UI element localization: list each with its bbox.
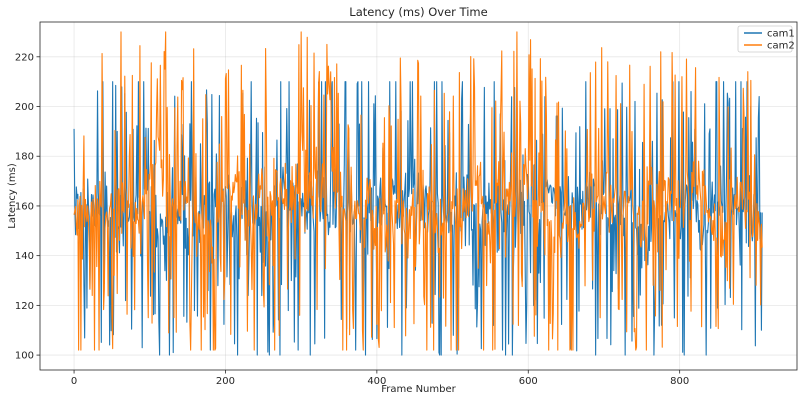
x-tick-label: 800	[670, 376, 689, 387]
y-tick-label: 160	[15, 201, 34, 212]
y-tick-label: 120	[15, 301, 34, 312]
x-tick-label: 600	[519, 376, 538, 387]
y-tick-label: 220	[15, 52, 34, 63]
legend-label-cam2: cam2	[767, 41, 795, 52]
y-tick-label: 200	[15, 102, 34, 113]
x-tick-label: 200	[216, 376, 235, 387]
y-tick-label: 100	[15, 351, 34, 362]
legend: cam1 cam2	[737, 25, 795, 53]
x-tick-label: 0	[71, 376, 77, 387]
y-tick-label: 140	[15, 251, 34, 262]
y-axis-label: Latency (ms)	[7, 163, 18, 229]
series-line-cam1	[73, 81, 763, 356]
x-tick-label: 400	[367, 376, 386, 387]
plot-frame	[39, 21, 798, 371]
x-axis-label: Frame Number	[381, 384, 456, 395]
series-line-cam2	[73, 31, 763, 351]
axis-ticks: 0 200 400 600 800 100 120 140 160 180 200 220	[15, 52, 689, 387]
y-tick-label: 180	[15, 152, 34, 163]
legend-label-cam1: cam1	[767, 29, 795, 40]
series-layer	[73, 31, 763, 356]
chart-title: Latency (ms) Over Time	[349, 5, 487, 19]
